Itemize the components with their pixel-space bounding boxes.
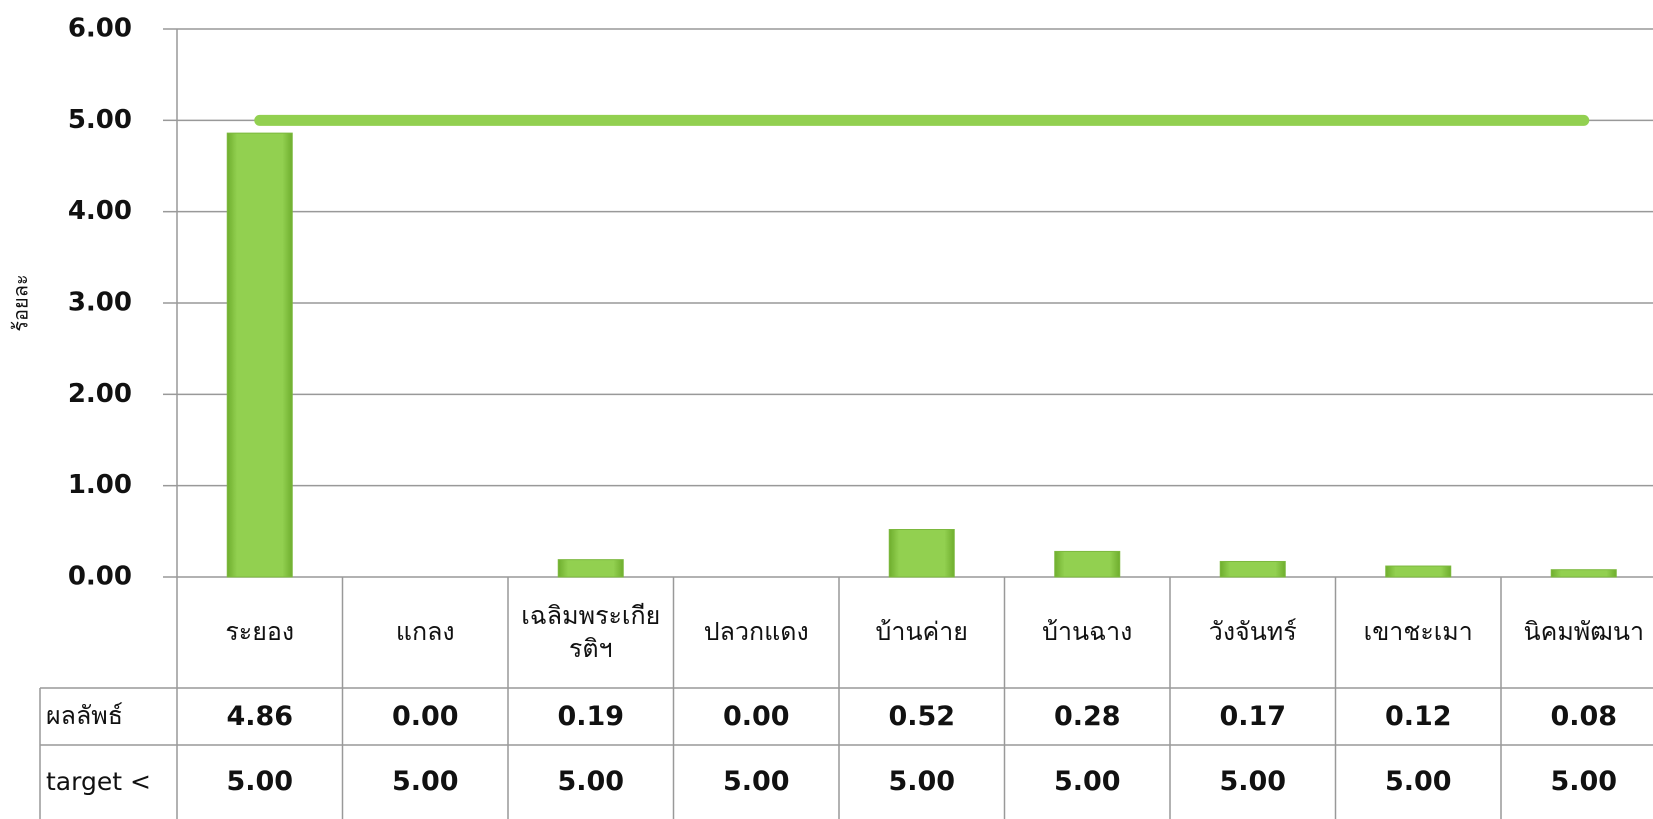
data-table-value: 5.00 <box>888 766 956 798</box>
data-table-value: 0.00 <box>722 700 790 732</box>
category-label: แกลง <box>395 617 455 647</box>
legend-entry: target < <box>46 766 151 796</box>
data-table-value: 0.00 <box>391 700 459 732</box>
data-table-value: 0.28 <box>1053 700 1121 732</box>
category-label: เฉลิมพระเกียรติฯ <box>521 601 661 663</box>
y-tick-label: 0.00 <box>68 562 132 592</box>
data-table-value: 0.12 <box>1384 700 1452 732</box>
data-table-value: 0.08 <box>1550 700 1618 732</box>
category-label: ระยอง <box>225 617 295 647</box>
data-table-value: 0.17 <box>1219 700 1287 732</box>
data-table-value: 5.00 <box>391 766 459 798</box>
data-table-value: 5.00 <box>557 766 625 798</box>
category-label: นิคมพัฒนา <box>1523 617 1644 647</box>
y-axis-label: ร้อยละ <box>9 274 33 331</box>
data-table-value: 5.00 <box>722 766 790 798</box>
bar <box>1550 569 1617 578</box>
bar <box>1219 560 1286 578</box>
category-label: บ้านค่าย <box>875 617 968 647</box>
data-table-value: 5.00 <box>1053 766 1121 798</box>
y-tick-label: 3.00 <box>68 288 132 318</box>
bar <box>888 529 955 578</box>
bar <box>1054 550 1121 578</box>
category-label: ปลวกแดง <box>703 617 809 647</box>
y-tick-label: 2.00 <box>68 379 132 409</box>
data-table-value: 0.19 <box>557 700 625 732</box>
data-table-value: 5.00 <box>1219 766 1287 798</box>
data-table-value: 5.00 <box>1384 766 1452 798</box>
bar <box>557 559 624 578</box>
legend-entry: ผลลัพธ์ <box>46 701 124 731</box>
bar <box>1385 565 1452 578</box>
data-table-value: 4.86 <box>226 700 294 732</box>
y-tick-label: 1.00 <box>68 470 132 500</box>
y-tick-label: 5.00 <box>68 105 132 135</box>
bar <box>226 132 293 578</box>
data-table-value: 5.00 <box>226 766 294 798</box>
category-label: เขาชะเมา <box>1363 617 1473 647</box>
category-label: วังจันทร์ <box>1208 617 1297 647</box>
y-tick-label: 6.00 <box>68 14 132 44</box>
data-table-value: 0.52 <box>888 700 956 732</box>
y-tick-label: 4.00 <box>68 196 132 226</box>
data-table-value: 5.00 <box>1550 766 1618 798</box>
category-label: บ้านฉาง <box>1042 617 1133 647</box>
